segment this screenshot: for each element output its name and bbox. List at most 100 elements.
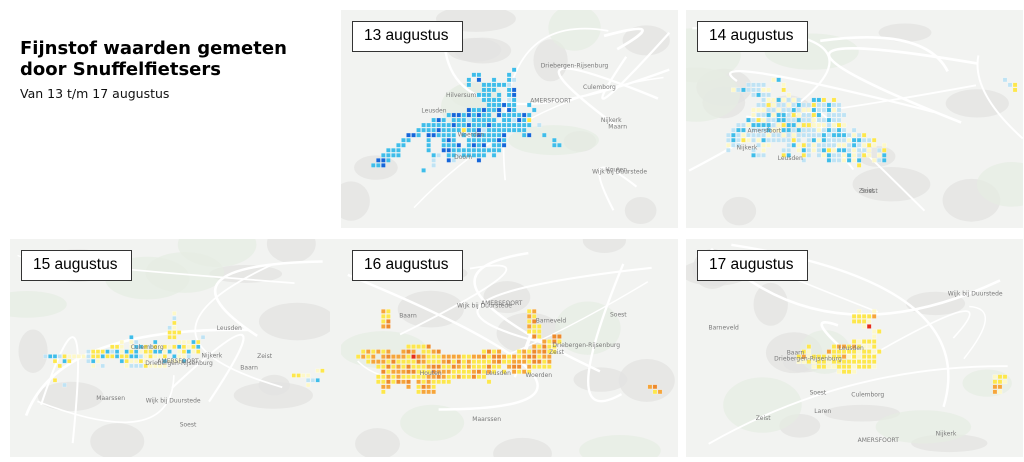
pollution-cell xyxy=(506,354,512,359)
pollution-cell xyxy=(851,354,857,359)
pollution-cell xyxy=(119,339,125,345)
pollution-cell xyxy=(516,122,522,128)
pollution-cell xyxy=(856,319,862,324)
pollution-cell xyxy=(491,87,497,93)
pollution-cell xyxy=(786,152,792,158)
pollution-cell xyxy=(866,314,872,319)
pollution-cell xyxy=(456,364,462,369)
pollution-cell xyxy=(481,87,487,93)
pollution-cell xyxy=(531,329,537,334)
pollution-cell xyxy=(826,147,832,153)
pollution-cell xyxy=(296,373,301,378)
pollution-cell xyxy=(861,354,867,359)
place-label: Soest xyxy=(180,422,197,429)
pollution-cell xyxy=(481,112,487,118)
pollution-cell xyxy=(836,132,842,138)
map-panel-16-augustus[interactable]: Baarn Soest AMERSFOORT Maarssen Zeist Drieber… xyxy=(341,239,678,457)
map-panel-13-augustus[interactable]: Hilversum Nijkerk AMERSFOORT Maarn Woerden Ho… xyxy=(341,10,678,228)
pollution-cell xyxy=(771,97,776,103)
pollution-cell xyxy=(381,384,386,390)
pollution-cell xyxy=(431,127,436,133)
pollution-cell xyxy=(471,142,477,148)
pollution-cell xyxy=(129,363,134,369)
road xyxy=(476,266,652,347)
pollution-cell xyxy=(133,339,139,345)
pollution-cell xyxy=(466,112,472,118)
pollution-cell xyxy=(861,142,867,148)
pollution-cell xyxy=(751,147,756,153)
pollution-cell xyxy=(866,359,872,364)
pollution-cell xyxy=(416,132,421,138)
pollution-cell xyxy=(176,344,182,350)
pollution-cell xyxy=(138,349,144,354)
pollution-cell xyxy=(866,339,872,344)
pollution-cell xyxy=(781,117,786,123)
pollution-cell xyxy=(786,147,792,153)
pollution-cell xyxy=(801,147,807,153)
pollution-cell xyxy=(856,137,862,143)
pollution-cell xyxy=(406,349,411,354)
pollution-cell xyxy=(856,158,862,163)
place-label: AMERSFOORT xyxy=(530,98,572,105)
map-panel-14-augustus[interactable]: Soest Leusden Zeist Nijkerk Amersfoort 14 au… xyxy=(686,10,1023,228)
pollution-cell xyxy=(491,354,497,359)
pollution-cell xyxy=(841,152,847,158)
pollution-cell xyxy=(1002,77,1008,83)
pollution-cell xyxy=(476,92,482,98)
pollution-cell xyxy=(67,358,72,364)
pollution-cell xyxy=(376,349,381,354)
pollution-cell xyxy=(466,369,472,375)
pollution-cell xyxy=(746,122,751,128)
pollution-cell xyxy=(441,137,447,143)
pollution-cell xyxy=(826,122,832,128)
pollution-cell xyxy=(486,147,492,153)
pollution-cell xyxy=(129,354,134,359)
pollution-cell xyxy=(436,354,441,359)
pollution-cell xyxy=(871,359,877,364)
pollution-cell xyxy=(826,102,832,108)
pollution-cell xyxy=(876,152,882,158)
pollution-cell xyxy=(381,374,386,380)
pollution-cell xyxy=(401,354,406,359)
pollution-cell xyxy=(841,344,847,349)
pollution-cell xyxy=(856,147,862,153)
pollution-cell xyxy=(486,122,492,128)
pollution-cell xyxy=(781,87,786,93)
pollution-cell xyxy=(411,344,416,349)
pollution-cell xyxy=(431,354,436,359)
pollution-cell xyxy=(114,344,120,350)
pollution-cell xyxy=(491,349,497,354)
pollution-cell xyxy=(396,142,401,148)
pollution-cell xyxy=(426,344,431,349)
pollution-cell xyxy=(536,359,542,364)
map-panel-15-augustus[interactable]: Baarn Soest AMERSFOORT Maarssen Zeist Drieber… xyxy=(10,239,347,457)
pollution-cell xyxy=(481,132,487,138)
place-label: Driebergen-Rijsenburg xyxy=(541,63,609,70)
pollution-cell xyxy=(801,152,807,158)
pollution-cell xyxy=(167,330,172,335)
urban-area xyxy=(624,197,657,225)
pollution-cell xyxy=(751,107,756,113)
pollution-cell xyxy=(138,363,144,369)
pollution-cell xyxy=(856,349,862,354)
pollution-cell xyxy=(791,97,797,103)
pollution-cell xyxy=(486,92,492,98)
pollution-cell xyxy=(526,112,532,118)
pollution-cell xyxy=(826,364,832,369)
pollution-cell xyxy=(736,132,741,138)
pollution-cell xyxy=(726,147,731,153)
pollution-cell xyxy=(751,132,756,138)
pollution-cell xyxy=(466,127,472,133)
pollution-cell xyxy=(821,354,827,359)
pollution-cell xyxy=(133,354,139,359)
map-panel-17-augustus[interactable]: Laren Baarn Soest AMERSFOORT Leusden Barnevel… xyxy=(686,239,1023,457)
pollution-cell xyxy=(481,92,487,98)
pollution-cell xyxy=(776,122,781,128)
pollution-cell xyxy=(741,132,746,138)
pollution-cell xyxy=(486,354,492,359)
pollution-cell xyxy=(761,132,766,138)
pollution-cell xyxy=(451,364,457,369)
pollution-cell xyxy=(451,117,457,123)
pollution-cell xyxy=(806,349,812,354)
pollution-cell xyxy=(516,112,522,118)
